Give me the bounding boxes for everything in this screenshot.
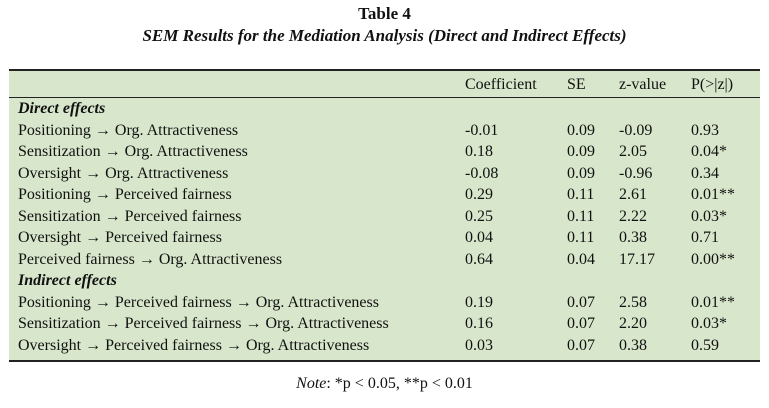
z-value: 17.17 <box>619 251 655 268</box>
coefficient-value: 0.04 <box>465 229 493 246</box>
se-value: 0.11 <box>567 229 595 246</box>
p-value: 0.01** <box>691 294 735 311</box>
z-value: 2.05 <box>619 143 647 160</box>
path-label: Positioning → Perceived fairness <box>18 186 232 203</box>
results-table: Coefficient SE z-value P(>|z|) Direct ef… <box>9 69 760 362</box>
z-value: 2.58 <box>619 294 647 311</box>
p-value: 0.93 <box>691 122 719 139</box>
se-value: 0.11 <box>567 186 595 203</box>
path-label: Perceived fairness → Org. Attractiveness <box>18 251 283 268</box>
column-header-z-value: z-value <box>619 76 667 93</box>
se-value: 0.07 <box>567 315 595 332</box>
se-value: 0.09 <box>567 122 595 139</box>
section-label-indirect-effects: Indirect effects <box>18 272 117 289</box>
path-label: Sensitization → Org. Attractiveness <box>18 143 248 160</box>
coefficient-value: 0.16 <box>465 315 493 332</box>
se-value: 0.07 <box>567 294 595 311</box>
p-value: 0.03* <box>691 315 727 332</box>
coefficient-value: 0.64 <box>465 251 493 268</box>
z-value: -0.96 <box>619 165 653 182</box>
coefficient-value: 0.29 <box>465 186 493 203</box>
p-value: 0.04* <box>691 143 727 160</box>
path-label: Positioning → Org. Attractiveness <box>18 122 239 139</box>
section-label-direct-effects: Direct effects <box>18 100 106 117</box>
column-header-coefficient: Coefficient <box>465 76 537 93</box>
path-label: Oversight → Perceived fairness → Org. At… <box>18 337 370 354</box>
se-value: 0.09 <box>567 143 595 160</box>
p-value: 0.00** <box>691 251 735 268</box>
path-label: Sensitization → Perceived fairness <box>18 208 242 225</box>
note-label: Note <box>296 375 327 392</box>
coefficient-value: -0.08 <box>465 165 499 182</box>
se-value: 0.11 <box>567 208 595 225</box>
path-label: Sensitization → Perceived fairness → Org… <box>18 315 389 332</box>
coefficient-value: 0.25 <box>465 208 493 225</box>
z-value: 2.22 <box>619 208 647 225</box>
table-number: Table 4 <box>358 4 411 23</box>
se-value: 0.09 <box>567 165 595 182</box>
p-value: 0.71 <box>691 229 719 246</box>
p-value: 0.01** <box>691 186 735 203</box>
path-label: Oversight → Perceived fairness <box>18 229 222 246</box>
column-header-p-value: P(>|z|) <box>691 76 734 93</box>
header-divider <box>9 97 760 98</box>
coefficient-value: 0.19 <box>465 294 493 311</box>
z-value: -0.09 <box>619 122 653 139</box>
z-value: 0.38 <box>619 229 647 246</box>
coefficient-value: -0.01 <box>465 122 499 139</box>
p-value: 0.59 <box>691 337 719 354</box>
table-title: SEM Results for the Mediation Analysis (… <box>142 26 627 45</box>
coefficient-value: 0.03 <box>465 337 493 354</box>
z-value: 0.38 <box>619 337 647 354</box>
p-value: 0.34 <box>691 165 719 182</box>
table-note: Note: *p < 0.05, **p < 0.01 <box>0 375 769 393</box>
se-value: 0.04 <box>567 251 595 268</box>
path-label: Oversight → Org. Attractiveness <box>18 165 229 182</box>
z-value: 2.20 <box>619 315 647 332</box>
coefficient-value: 0.18 <box>465 143 493 160</box>
path-label: Positioning → Perceived fairness → Org. … <box>18 294 379 311</box>
p-value: 0.03* <box>691 208 727 225</box>
se-value: 0.07 <box>567 337 595 354</box>
z-value: 2.61 <box>619 186 647 203</box>
note-text: : *p < 0.05, **p < 0.01 <box>326 375 473 392</box>
column-header-se: SE <box>567 76 586 93</box>
